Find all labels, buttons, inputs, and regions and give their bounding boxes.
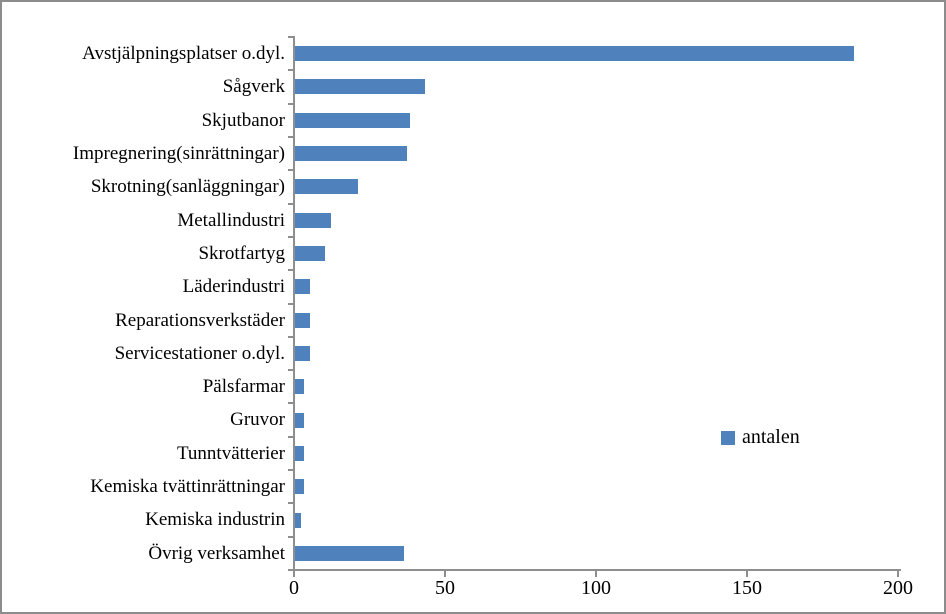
- legend: antalen: [721, 426, 800, 449]
- category-label: Kemiska tvättinrättningar: [90, 476, 285, 498]
- x-axis-tick-label: 0: [289, 577, 299, 599]
- y-axis-tick: [288, 435, 295, 438]
- y-axis-tick: [288, 502, 295, 505]
- x-axis-tick: [444, 570, 446, 577]
- category-label: Reparationsverkstäder: [115, 309, 285, 331]
- y-axis-tick: [288, 36, 295, 38]
- y-axis-tick: [288, 269, 295, 272]
- category-label: Kemiska industrin: [145, 509, 285, 531]
- category-label: Gruvor: [230, 409, 285, 431]
- y-axis-tick: [288, 469, 295, 472]
- bar: [295, 179, 359, 195]
- y-axis-line: [293, 37, 295, 571]
- bar: [295, 246, 326, 262]
- bar: [295, 379, 305, 395]
- bar: [295, 412, 305, 428]
- bar: [295, 545, 404, 561]
- bar: [295, 345, 311, 361]
- x-axis-tick: [293, 570, 295, 577]
- y-axis-tick: [288, 102, 295, 105]
- bar: [295, 79, 425, 95]
- bar: [295, 212, 332, 228]
- x-axis-tick-label: 200: [883, 577, 913, 599]
- bar: [295, 279, 311, 295]
- legend-color-swatch-icon: [721, 430, 735, 445]
- x-axis-tick: [897, 570, 899, 577]
- category-label: Pälsfarmar: [202, 376, 285, 398]
- bar: [295, 512, 302, 528]
- x-axis-tick-label: 50: [435, 577, 455, 599]
- bar: [295, 146, 407, 162]
- y-axis-tick: [288, 135, 295, 138]
- x-axis-tick-label: 100: [581, 577, 611, 599]
- y-axis-tick: [288, 335, 295, 338]
- category-label: Övrig verksamhet: [148, 542, 285, 564]
- y-axis-tick: [288, 535, 295, 538]
- bar: [295, 312, 311, 328]
- category-label: Metallindustri: [177, 209, 285, 231]
- y-axis-tick: [288, 369, 295, 372]
- bar: [295, 479, 305, 495]
- bar: [295, 112, 410, 128]
- bar: [295, 445, 305, 461]
- x-axis-tick: [746, 570, 748, 577]
- x-axis-tick-label: 150: [732, 577, 762, 599]
- legend-series-label: antalen: [742, 426, 800, 448]
- category-label: Läderindustri: [182, 276, 285, 298]
- category-label: Servicestationer o.dyl.: [114, 342, 285, 364]
- y-axis-tick: [288, 69, 295, 72]
- bar: [295, 46, 854, 62]
- x-axis-tick: [595, 570, 597, 577]
- y-axis-tick: [288, 302, 295, 305]
- category-label: Tunntvätterier: [176, 442, 285, 464]
- category-label: Avstjälpningsplatser o.dyl.: [82, 43, 285, 64]
- category-label: Sågverk: [222, 76, 285, 98]
- y-axis-tick: [288, 402, 295, 405]
- y-axis-tick: [288, 169, 295, 172]
- category-label: Skrotning(sanläggningar): [90, 176, 285, 198]
- category-label: Impregnering(sinrättningar): [72, 142, 285, 164]
- y-axis-tick: [288, 235, 295, 238]
- y-axis-tick: [288, 202, 295, 205]
- x-axis-line: [288, 569, 901, 571]
- category-label: Skrotfartyg: [198, 242, 285, 264]
- category-label: Skjutbanor: [201, 109, 285, 131]
